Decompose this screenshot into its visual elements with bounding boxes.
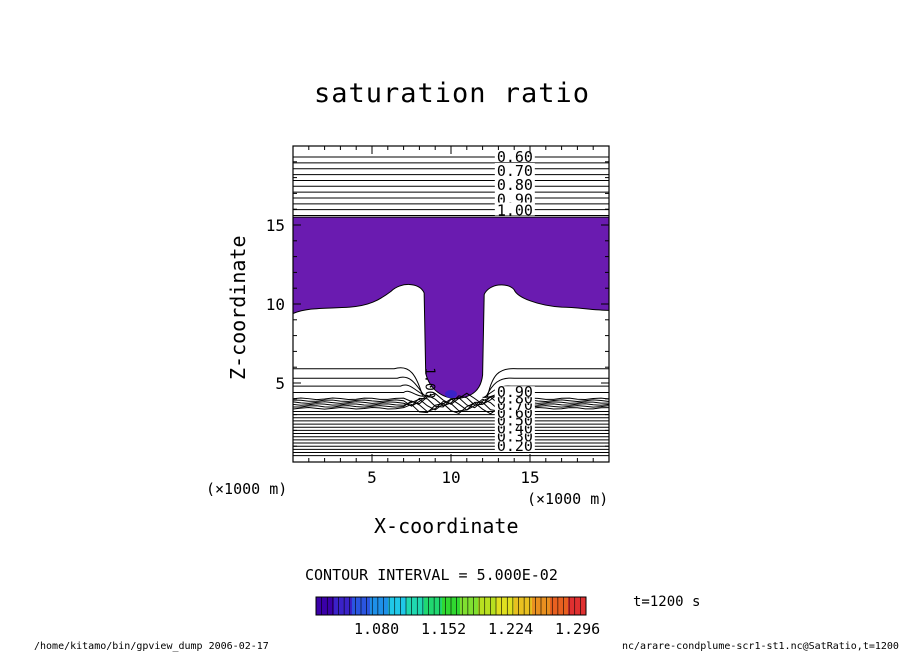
x-axis-label: X-coordinate bbox=[374, 514, 519, 538]
plume-core bbox=[445, 390, 457, 399]
label-background bbox=[494, 148, 535, 162]
y-tick-label: 15 bbox=[266, 216, 285, 235]
label-background bbox=[494, 398, 535, 410]
label-background bbox=[494, 430, 535, 442]
colorbar-cell bbox=[406, 597, 425, 615]
label-background bbox=[494, 392, 535, 404]
contour-line bbox=[292, 392, 610, 405]
contour-interval-text: CONTOUR INTERVAL = 5.000E-02 bbox=[305, 566, 558, 584]
colorbar-cell bbox=[388, 597, 407, 615]
colorbar-cell bbox=[370, 597, 389, 615]
colorbar-cell bbox=[478, 597, 497, 615]
label-background bbox=[494, 406, 535, 418]
colorbar-tick-label: 1.296 bbox=[555, 620, 601, 638]
label-background bbox=[494, 163, 535, 177]
supersaturated-region bbox=[292, 216, 610, 400]
contour-line bbox=[292, 400, 610, 413]
contour-line bbox=[292, 394, 610, 407]
x-unit-label-left: (×1000 m) bbox=[206, 480, 288, 498]
y-tick-label: 5 bbox=[275, 374, 285, 393]
contour-label: 0.90 bbox=[497, 383, 533, 401]
colorbar-frame bbox=[315, 596, 587, 616]
label-background bbox=[494, 191, 535, 205]
label-background bbox=[494, 386, 535, 398]
colorbar-cell bbox=[316, 597, 335, 615]
colorbar-cell bbox=[568, 597, 587, 615]
contour-label: 0.80 bbox=[497, 176, 533, 194]
colorbar-tick-label: 1.224 bbox=[488, 620, 534, 638]
footer-left-text: /home/kitamo/bin/gpview_dump 2006-02-17 bbox=[34, 641, 269, 652]
label-background bbox=[494, 202, 535, 216]
colorbar-tick-label: 1.080 bbox=[354, 620, 400, 638]
contour-line bbox=[293, 376, 609, 398]
contour-label: 0.70 bbox=[497, 162, 533, 180]
time-label: t=1200 s bbox=[633, 594, 701, 610]
label-background bbox=[494, 414, 535, 426]
contour-label: 0.60 bbox=[497, 148, 533, 166]
x-tick-label: 5 bbox=[367, 468, 377, 487]
contour-label: 1.00 bbox=[497, 202, 533, 220]
colorbar-cell bbox=[460, 597, 479, 615]
x-tick-label: 15 bbox=[520, 468, 539, 487]
chart-title: saturation ratio bbox=[313, 78, 591, 109]
x-tick-label: 10 bbox=[441, 468, 460, 487]
colorbar-cell bbox=[550, 597, 569, 615]
y-tick-label: 10 bbox=[266, 295, 285, 314]
contour-line bbox=[292, 402, 610, 415]
label-background bbox=[494, 177, 535, 191]
contour-line bbox=[292, 396, 610, 409]
label-background bbox=[494, 422, 535, 434]
contour-label: 1.00 bbox=[422, 367, 437, 398]
colorbar-cell bbox=[496, 597, 515, 615]
contour-line bbox=[292, 398, 610, 411]
x-unit-label-right: (×1000 m) bbox=[527, 490, 609, 508]
colorbar-tick-label: 1.152 bbox=[421, 620, 467, 638]
y-axis-label: Z-coordinate bbox=[226, 235, 250, 381]
label-background bbox=[494, 439, 535, 451]
footer-right-text: nc/arare-condplume-scr1-st1.nc@SatRatio,… bbox=[622, 641, 899, 652]
